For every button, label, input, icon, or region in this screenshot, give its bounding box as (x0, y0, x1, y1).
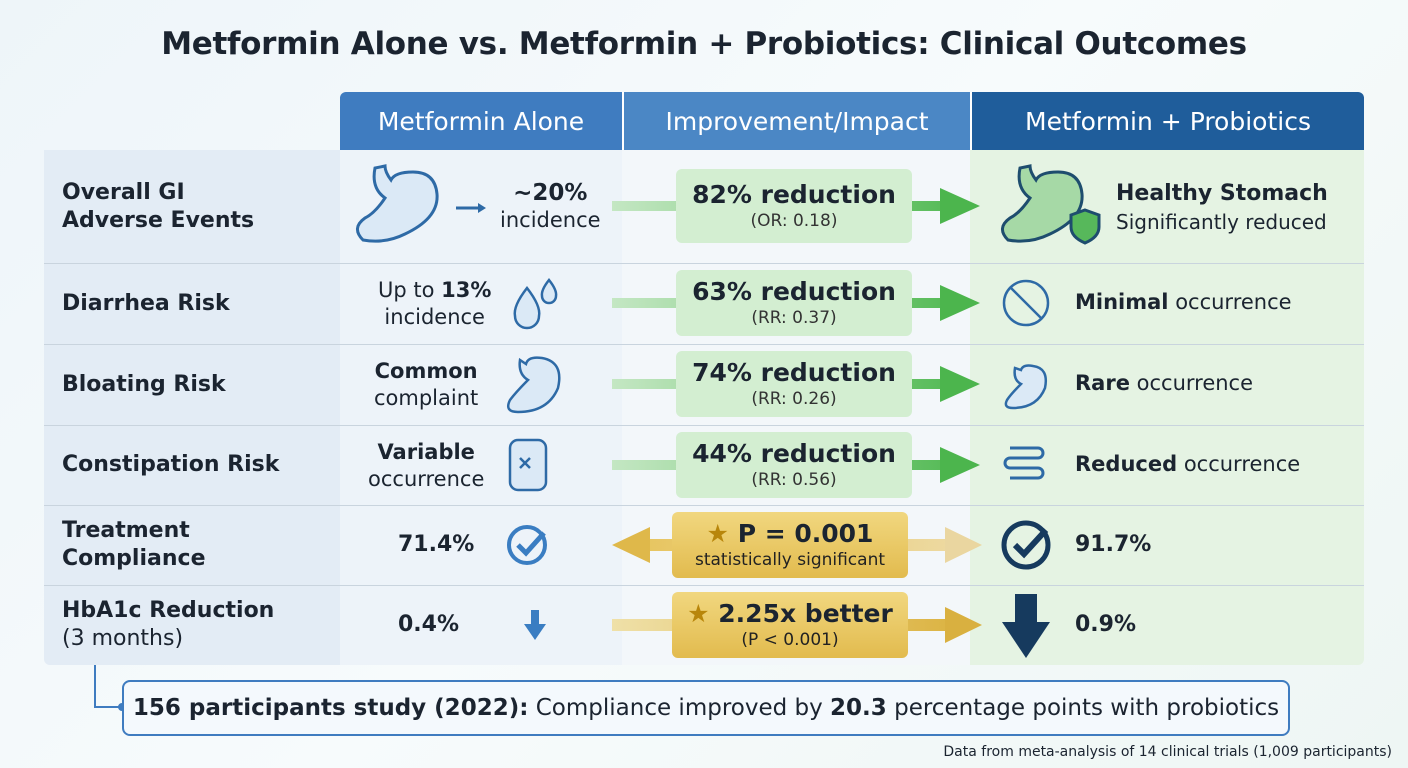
row-separator (44, 263, 1364, 264)
row-label: Bloating Risk (44, 344, 340, 425)
probiotics-strong: Minimal (1075, 290, 1169, 314)
label-line: Treatment Compliance (62, 518, 206, 571)
impact-main: ★ P = 0.001 (706, 519, 874, 548)
row-separator (44, 585, 1364, 586)
alone-text: incidence (384, 305, 485, 329)
impact-main: 63% reduction (692, 277, 896, 306)
column-header: Metformin Alone (340, 92, 622, 150)
impact-sub: (OR: 0.18) (750, 211, 838, 231)
note-connector (94, 665, 126, 711)
row-label: Constipation Risk (44, 425, 340, 505)
alone-strong: Common (374, 359, 478, 383)
probiotics-value: Reduced occurrence (1075, 452, 1300, 476)
impact-main: 82% reduction (692, 180, 896, 209)
impact-main-text: 2.25x better (718, 599, 893, 628)
drops-icon (513, 277, 558, 330)
impact-main: 74% reduction (692, 358, 896, 387)
impact-sub: (RR: 0.37) (751, 308, 837, 328)
probiotics-value: Minimal occurrence (1075, 290, 1292, 314)
impact-box: 44% reduction (RR: 0.56) (676, 432, 912, 498)
down-arrow-dark-icon (1002, 594, 1050, 658)
label-line: (3 months) (62, 626, 184, 651)
column-header: Metformin + Probiotics (970, 92, 1364, 150)
row-label: Treatment Compliance (44, 505, 340, 585)
alone-strong: ~20% (513, 180, 588, 206)
impact-box: 63% reduction (RR: 0.37) (676, 270, 912, 336)
bloating-icon (507, 356, 561, 414)
source: Data from meta-analysis of 14 clinical t… (943, 744, 1392, 760)
impact-sub: (P < 0.001) (741, 630, 839, 650)
label-line: Adverse Events (62, 207, 255, 233)
row-separator (44, 505, 1364, 506)
impact-box: ★ P = 0.001 statistically significant (672, 512, 908, 578)
stomach-icon (356, 164, 486, 243)
alone-strong: 13% (441, 278, 492, 302)
alone-value: ~20% incidence (500, 180, 601, 234)
probiotics-value: 91.7% (1075, 532, 1152, 557)
check-icon (507, 525, 547, 565)
label-line: Constipation Risk (62, 452, 280, 477)
alone-text: incidence (500, 208, 601, 232)
label-line: Diarrhea Risk (62, 290, 230, 316)
probiotics-value: Healthy Stomach Significantly reduced (1116, 180, 1328, 236)
label-line: Bloating Risk (62, 371, 226, 397)
alone-text: Up to (378, 278, 435, 302)
alone-strong: Variable (377, 440, 475, 464)
healthy-stomach-icon (1001, 164, 1101, 245)
note-text: percentage points with probiotics (894, 695, 1280, 721)
note-strong: 20.3 (830, 695, 887, 721)
probiotics-text: occurrence (1175, 290, 1292, 314)
impact-main: 44% reduction (692, 439, 896, 468)
probiotics-strong: Rare (1075, 371, 1130, 395)
note-text: Compliance improved by (535, 695, 823, 721)
no-drops-icon (1002, 279, 1050, 327)
stomach-small-icon (1004, 364, 1047, 410)
row-label: HbA1c Reduction (3 months) (44, 585, 340, 665)
row-label: Overall GI Adverse Events (44, 150, 340, 263)
down-arrow-icon (524, 610, 546, 640)
row-separator (44, 425, 1364, 426)
row-separator (44, 344, 1364, 345)
note-strong: 156 participants study (2022): (132, 695, 529, 721)
impact-box: ★ 2.25x better (P < 0.001) (672, 592, 908, 658)
intestine-icon (508, 438, 548, 492)
probiotics-value: Rare occurrence (1075, 371, 1253, 395)
probiotics-strong: Healthy Stomach (1116, 181, 1328, 206)
label-line: HbA1c Reduction (62, 598, 275, 623)
probiotics-text: occurrence (1136, 371, 1254, 395)
intestine-small-icon (1003, 446, 1045, 480)
impact-main: ★ 2.25x better (687, 599, 893, 628)
column-header: Improvement/Impact (622, 92, 970, 150)
probiotics-text: occurrence (1183, 452, 1301, 476)
alone-value: Up to 13% incidence (378, 277, 491, 331)
impact-box: 74% reduction (RR: 0.26) (676, 351, 912, 417)
row-label: Diarrhea Risk (44, 263, 340, 344)
impact-main-text: P = 0.001 (737, 519, 874, 548)
impact-sub: statistically significant (694, 550, 886, 570)
alone-value: 0.4% (398, 612, 460, 637)
alone-value: Variable occurrence (368, 439, 484, 493)
impact-sub: (RR: 0.56) (751, 470, 837, 490)
alone-value: Common complaint (374, 358, 478, 412)
probiotics-text: Significantly reduced (1116, 210, 1327, 234)
probiotics-value: 0.9% (1075, 612, 1137, 637)
impact-box: 82% reduction (OR: 0.18) (676, 169, 912, 243)
alone-value: 71.4% (398, 532, 475, 557)
study-note: 156 participants study (2022): Complianc… (122, 680, 1290, 736)
label-column (44, 150, 340, 665)
alone-text: occurrence (368, 467, 485, 491)
alone-text: complaint (374, 386, 479, 410)
label-line: Overall GI (62, 179, 185, 205)
impact-sub: (RR: 0.26) (751, 389, 837, 409)
title: Metformin Alone vs. Metformin + Probioti… (161, 26, 1247, 62)
check-dark-icon (1001, 520, 1051, 570)
probiotics-strong: Reduced (1075, 452, 1178, 476)
